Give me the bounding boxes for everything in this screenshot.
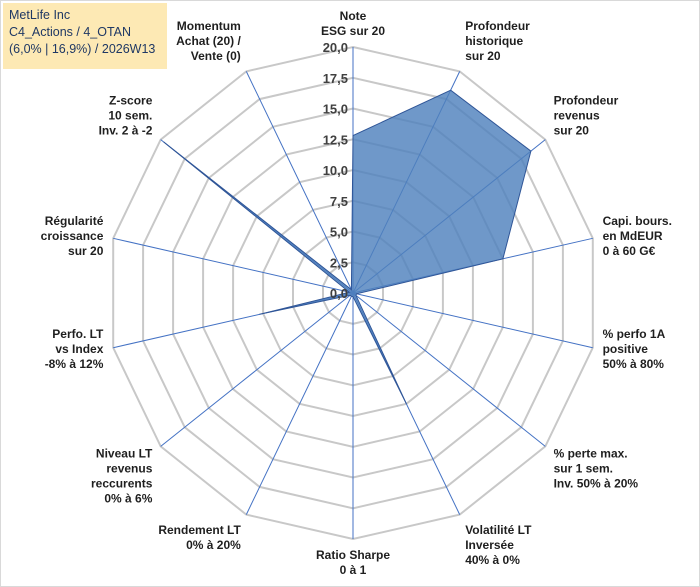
axis-label-line: 0 à 60 G€ (603, 244, 656, 258)
axis-label-line: sur 20 (68, 244, 104, 258)
axis-label-line: Inversée (465, 538, 514, 552)
radar-axis-labels: Note ESG sur 20 Profondeur historique sur 20… (41, 9, 672, 577)
axis-label: Profondeur historique sur 20 (465, 19, 530, 63)
axis-label-line: Rendement LT (158, 523, 241, 537)
axis-label: Régularité croissance sur 20 (41, 214, 104, 258)
axis-label-line: croissance (41, 229, 104, 243)
axis-label: Niveau LT revenus reccurents 0% à 6% (91, 446, 153, 505)
portfolio-name: C4_Actions / 4_OTAN (9, 25, 132, 39)
axis-label: Momentum Achat (20) / Vente (0) (176, 19, 241, 63)
axis-label-line: sur 1 sem. (554, 461, 613, 475)
tick-label: 10,0 (323, 163, 348, 178)
data-series-area (163, 89, 532, 405)
axis-label-line: -8% à 12% (45, 357, 104, 371)
axis-label-line: Inv. 2 à -2 (99, 124, 153, 138)
axis-label-line: 50% à 80% (603, 357, 665, 371)
axis-label-line: Capi. bours. (603, 214, 672, 228)
axis-label-line: Note (340, 9, 367, 23)
axis-spoke (352, 292, 546, 447)
axis-label-line: sur 20 (465, 49, 501, 63)
axis-label: Note ESG sur 20 (321, 9, 385, 38)
axis-label-line: revenus (554, 109, 600, 123)
axis-label-line: Perfo. LT (52, 327, 104, 341)
tick-label: 0,0 (330, 286, 348, 301)
axis-spoke (245, 71, 354, 294)
axis-label-line: 40% à 0% (465, 553, 520, 567)
axis-label-line: Z-score (109, 94, 153, 108)
tick-label: 15,0 (323, 102, 348, 117)
axis-label-line: sur 20 (554, 124, 590, 138)
radar-series (163, 89, 532, 405)
axis-label-line: Achat (20) / (176, 34, 241, 48)
chart-title-box: MetLife Inc C4_Actions / 4_OTAN (6,0% | … (3, 3, 167, 69)
axis-label: % perte max. sur 1 sem. Inv. 50% à 20% (554, 446, 639, 490)
axis-label: Volatilité LT Inversée 40% à 0% (465, 523, 532, 567)
axis-label: Ratio Sharpe 0 à 1 (316, 548, 390, 577)
axis-label-line: reccurents (91, 476, 153, 490)
axis-label-line: vs Index (55, 342, 103, 356)
axis-label-line: % perfo 1A (603, 327, 666, 341)
axis-label-line: positive (603, 342, 649, 356)
tick-label: 20,0 (323, 40, 348, 55)
tick-label: 17,5 (323, 71, 348, 86)
axis-label-line: % perte max. (554, 446, 628, 460)
axis-label: Rendement LT 0% à 20% (158, 523, 241, 552)
axis-label-line: Profondeur (465, 19, 530, 33)
radar-ticks: 0,0 2,5 5,0 7,5 10,0 12,5 15,0 17,5 20,0 (323, 40, 348, 301)
axis-label-line: 0 à 1 (340, 563, 367, 577)
axis-label: Perfo. LT vs Index -8% à 12% (45, 327, 104, 371)
axis-label-line: ESG sur 20 (321, 24, 385, 38)
axis-label-line: Volatilité LT (465, 523, 532, 537)
axis-label-line: en MdEUR (603, 229, 663, 243)
axis-label: Capi. bours. en MdEUR 0 à 60 G€ (603, 214, 672, 258)
company-name: MetLife Inc (9, 8, 71, 22)
axis-label: % perfo 1A positive 50% à 80% (603, 327, 666, 371)
axis-label-line: Ratio Sharpe (316, 548, 390, 562)
tick-label: 2,5 (330, 255, 348, 270)
axis-spoke (160, 292, 354, 447)
axis-label-line: 10 sem. (108, 109, 152, 123)
tick-label: 12,5 (323, 132, 348, 147)
axis-spoke (245, 292, 354, 515)
axis-spoke (113, 237, 354, 294)
axis-label-line: Niveau LT (96, 446, 153, 460)
axis-label: Z-score 10 sem. Inv. 2 à -2 (99, 94, 153, 138)
axis-label: Profondeur revenus sur 20 (554, 94, 619, 138)
tick-label: 5,0 (330, 225, 348, 240)
axis-spoke (352, 292, 593, 349)
axis-label-line: Momentum (177, 19, 241, 33)
axis-label-line: 0% à 6% (104, 491, 152, 505)
axis-label-line: Inv. 50% à 20% (554, 476, 639, 490)
axis-label-line: Profondeur (554, 94, 619, 108)
axis-label-line: historique (465, 34, 523, 48)
axis-label-line: revenus (106, 461, 152, 475)
tick-label: 7,5 (330, 194, 348, 209)
axis-label-line: Régularité (45, 214, 104, 228)
axis-label-line: Vente (0) (191, 49, 241, 63)
period-info: (6,0% | 16,9%) / 2026W13 (9, 42, 156, 56)
axis-label-line: 0% à 20% (186, 538, 241, 552)
